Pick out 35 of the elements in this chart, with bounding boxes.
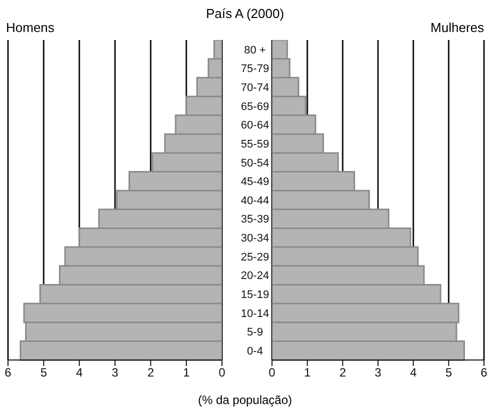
y-tick-label: 55-59	[240, 138, 270, 150]
x-tick-label: 5	[445, 366, 452, 380]
x-tick-label: 3	[374, 366, 382, 380]
x-tick-label: 6	[4, 366, 12, 380]
x-tick-label: 0	[268, 366, 276, 380]
x-tick-label: 5	[40, 366, 48, 380]
y-tick-label: 65-69	[240, 100, 270, 113]
y-tick-label: 35-39	[240, 214, 270, 226]
y-tick-label: 80 +	[244, 44, 266, 56]
y-tick-label: 70-74	[240, 82, 270, 94]
y-tick-label: 45-49	[240, 176, 270, 188]
text: Mulheres	[430, 20, 484, 35]
x-tick-label: 1	[182, 366, 190, 380]
y-tick-label: 40-44	[240, 194, 270, 207]
x-tick-label: 0	[218, 366, 226, 380]
y-tick-label: 75-79	[240, 63, 270, 76]
x-axis-title: (% da população)	[196, 393, 294, 407]
x-tick-label: 3	[112, 366, 119, 380]
x-tick-label: 2	[339, 366, 346, 380]
y-tick-label: 0-4	[247, 345, 263, 358]
chart-title: País A (2000)	[204, 6, 286, 21]
y-tick-label: 10-14	[240, 308, 270, 320]
x-tick-label: 4	[76, 366, 83, 380]
y-tick-label: 20-24	[240, 270, 270, 282]
y-tick-label: 5-9	[247, 326, 263, 339]
x-tick-label: 6	[480, 366, 488, 380]
y-tick-label: 60-64	[240, 120, 270, 132]
y-tick-label: 50-54	[240, 157, 270, 170]
x-tick-label: 2	[147, 366, 154, 380]
y-tick-label: 30-34	[240, 232, 270, 245]
x-tick-label: 1	[304, 366, 311, 380]
y-tick-label: 15-19	[240, 289, 270, 302]
text: Homens	[6, 20, 54, 35]
x-tick-label: 4	[410, 366, 417, 380]
y-tick-label: 25-29	[240, 251, 270, 264]
